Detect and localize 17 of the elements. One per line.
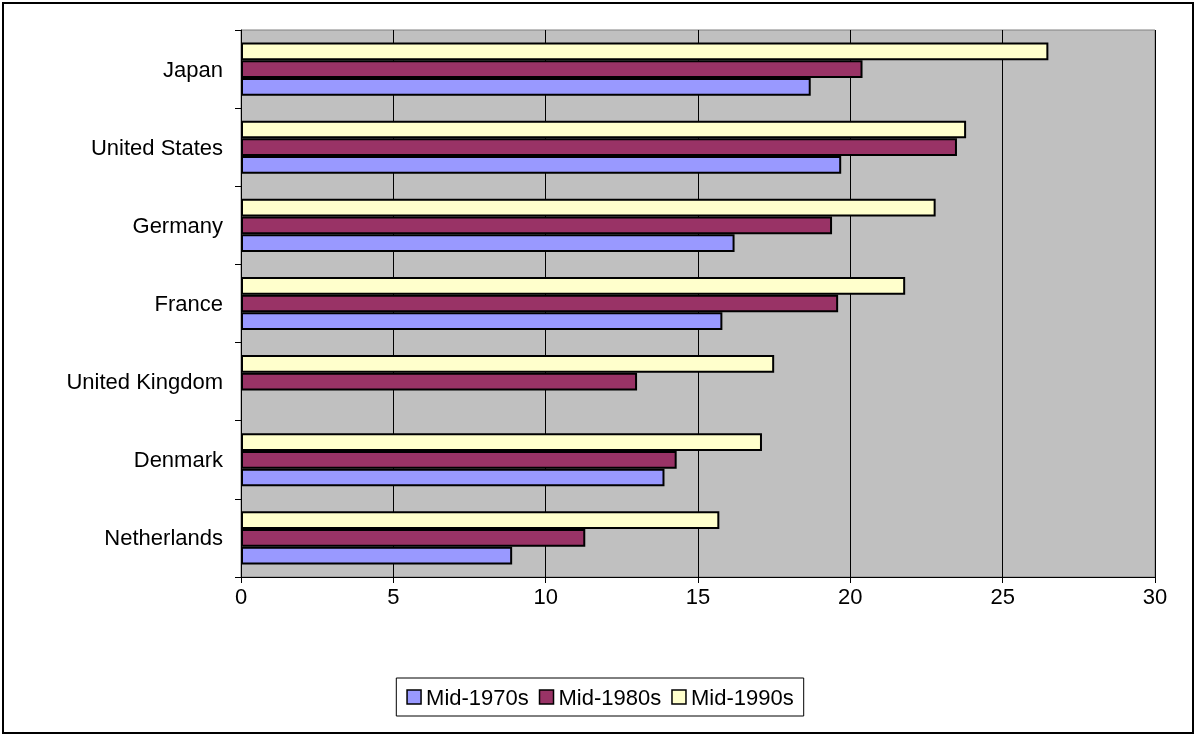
y-tick-label: United States xyxy=(90,134,223,160)
y-tick-label: United Kingdom xyxy=(66,369,223,395)
x-tick-label: 20 xyxy=(838,583,863,609)
x-tick-label: 10 xyxy=(533,583,558,609)
x-tick-label: 0 xyxy=(234,583,248,609)
x-tick-label: 15 xyxy=(685,583,711,609)
legend-label: Mid-1990s xyxy=(690,684,794,710)
x-tick-label: 5 xyxy=(387,583,400,609)
legend-label: Mid-1980s xyxy=(558,684,662,710)
x-tick-label: 30 xyxy=(1142,583,1168,609)
y-tick-label: Netherlands xyxy=(104,525,223,551)
y-tick-label: Japan xyxy=(163,56,223,82)
y-tick-label: Denmark xyxy=(133,447,224,473)
legend-label: Mid-1970s xyxy=(426,684,529,710)
y-tick-label: Germany xyxy=(132,212,223,238)
x-tick-label: 25 xyxy=(990,583,1015,609)
y-tick-label: France xyxy=(154,291,223,316)
